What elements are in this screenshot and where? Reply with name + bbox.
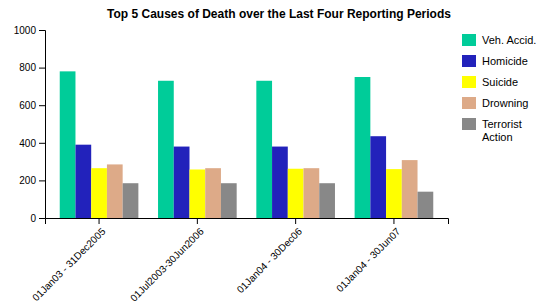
legend-label: Suicide <box>482 76 518 88</box>
y-axis: 0 200 400 600 800 1000 <box>14 25 46 224</box>
y-tick-label: 1000 <box>14 25 37 36</box>
y-tick-mark <box>39 30 45 31</box>
x-axis-line <box>46 219 449 225</box>
legend-label: TerroristAction <box>482 118 522 143</box>
legend-swatch <box>462 76 476 88</box>
x-tick-label: 01Jul2003-30Jun2006 <box>128 225 206 303</box>
series <box>123 183 434 218</box>
y-tick-mark <box>39 143 45 144</box>
y-tick-label: 600 <box>19 100 36 111</box>
legend-swatch <box>462 118 476 130</box>
bar <box>370 136 386 218</box>
bar <box>418 192 434 218</box>
bar <box>304 168 320 218</box>
y-tick: 200 <box>19 175 45 186</box>
y-tick-label: 400 <box>19 138 36 149</box>
series <box>107 160 418 218</box>
plot: 0 200 400 600 800 1000 01Jan03 - 31Dec2005 01Ju… <box>14 25 449 304</box>
legend-label: Veh. Accid. <box>482 34 536 46</box>
legend-item: Drowning <box>462 97 528 109</box>
chart: 0 200 400 600 800 1000 01Jan03 - 31Dec2005 01Ju… <box>0 0 558 306</box>
x-axis: 01Jan03 - 31Dec2005 01Jul2003-30Jun2006 01… <box>30 218 448 304</box>
legend-swatch <box>462 55 476 67</box>
title: Top 5 Causes of Death over the Last Four… <box>107 7 451 21</box>
series <box>91 168 402 218</box>
y-axis-line <box>39 31 46 219</box>
bar <box>386 169 402 218</box>
x-tick-label: 01Jan03 - 31Dec2005 <box>30 225 108 303</box>
y-tick: 800 <box>19 62 45 73</box>
x-tick: 01Jan04 - 30Jun07 <box>334 218 403 294</box>
bar <box>205 168 221 218</box>
y-tick-label: 200 <box>19 175 36 186</box>
y-tick-label: 0 <box>30 213 36 224</box>
series <box>75 136 386 218</box>
bar <box>189 169 205 218</box>
y-tick-mark <box>39 180 45 181</box>
bar <box>288 169 304 218</box>
bar <box>272 147 288 218</box>
y-tick: 600 <box>19 100 45 111</box>
bar <box>60 71 76 218</box>
legend-label: Drowning <box>482 97 528 109</box>
y-tick-mark <box>39 105 45 106</box>
x-tick: 01Jan03 - 31Dec2005 <box>30 218 108 303</box>
bar <box>174 147 190 218</box>
y-tick: 1000 <box>14 25 45 36</box>
bar <box>221 183 237 218</box>
x-tick-mark <box>295 218 296 224</box>
x-tick-mark <box>197 218 198 224</box>
y-tick: 400 <box>19 138 45 149</box>
bar <box>158 81 174 218</box>
y-tick-mark <box>39 218 45 219</box>
legend-item: Homicide <box>462 55 528 67</box>
series <box>60 71 371 218</box>
x-tick-label: 01Jan04 - 30Jun07 <box>334 225 403 294</box>
bar <box>402 160 418 218</box>
bar <box>319 183 335 218</box>
legend-item: Veh. Accid. <box>462 34 536 46</box>
legend-swatch <box>462 34 476 46</box>
legend-item: Suicide <box>462 76 518 88</box>
bar <box>123 183 139 218</box>
x-tick: 01Jan04 - 30Dec06 <box>235 218 305 295</box>
x-tick-label: 01Jan04 - 30Dec06 <box>235 225 305 295</box>
y-tick-mark <box>39 68 45 69</box>
y-tick-label: 800 <box>19 62 36 73</box>
bar <box>107 164 123 218</box>
bar <box>91 168 107 218</box>
bar <box>355 77 371 218</box>
legend: Veh. Accid. Homicide Suicide Drowning Terror… <box>462 34 536 143</box>
legend-label: Homicide <box>482 55 528 67</box>
bar <box>75 145 91 218</box>
x-tick: 01Jul2003-30Jun2006 <box>128 218 206 304</box>
bar <box>256 81 272 218</box>
x-tick-mark <box>393 218 394 224</box>
x-tick-mark <box>99 218 100 224</box>
legend-swatch <box>462 97 476 109</box>
legend-item: TerroristAction <box>462 118 522 143</box>
y-tick: 0 <box>30 213 45 224</box>
bars <box>60 71 434 218</box>
